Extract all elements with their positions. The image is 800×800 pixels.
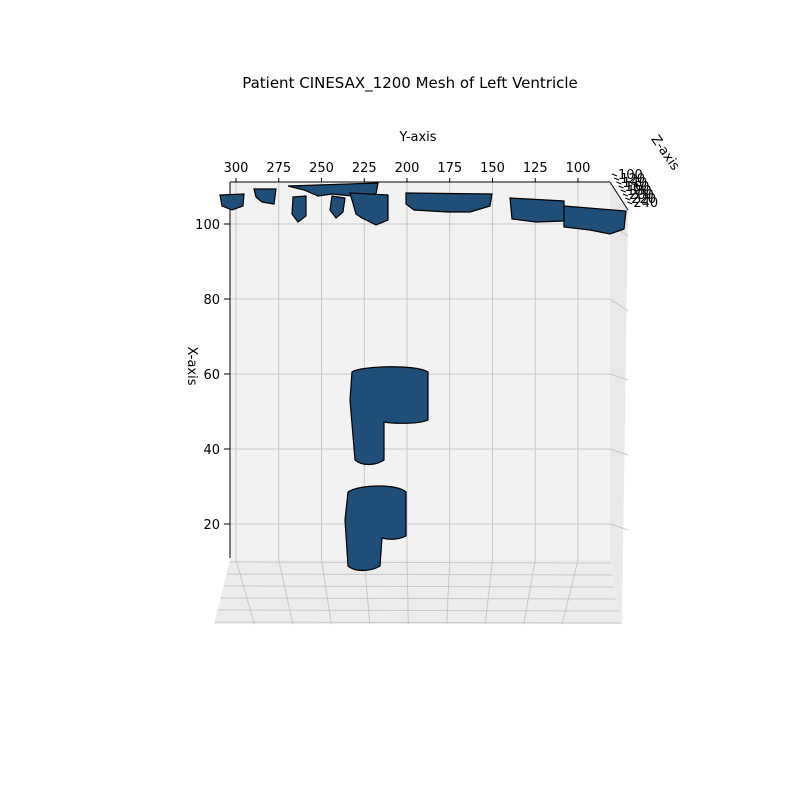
z-tick-mark-3: [618, 185, 624, 189]
z-tick-label-6: 220: [631, 192, 656, 207]
mesh-surface-top-6: [349, 192, 389, 226]
y-tick-label-5: 175: [437, 161, 462, 176]
z-axis-label: Z-axis: [647, 133, 682, 174]
mesh-surface-middle: [349, 366, 429, 466]
floor-grid-line-4: [406, 559, 409, 625]
z-tick-mark-2: [616, 181, 622, 185]
mesh-surface-top-2: [253, 188, 277, 205]
floor-grid-line-5: [446, 559, 451, 625]
mesh-surface-top-1: [219, 193, 245, 211]
mesh-surface-bottom: [344, 485, 407, 572]
y-tick-label-2: 250: [309, 161, 334, 176]
y-tick-label-4: 200: [395, 161, 420, 176]
z-tick-label-4: 180: [627, 184, 652, 199]
floor-depth-line-4: [217, 609, 619, 612]
side-grid-line-2: [609, 373, 629, 381]
z-tick-label-0: 100: [618, 168, 643, 183]
z-tick-mark-1: [614, 177, 620, 181]
side-pane: [610, 182, 628, 624]
y-tick-label-7: 125: [523, 161, 548, 176]
floor-grid-line-8: [561, 559, 579, 625]
x-tick-label-0: 20: [203, 518, 220, 533]
floor-depth-line-5: [214, 621, 622, 624]
x-axis-label: X-axis: [184, 347, 199, 386]
floor-grid-line-6: [484, 559, 493, 625]
floor-depth-line-0: [229, 561, 611, 564]
mesh-surface-top-5: [329, 195, 346, 219]
y-tick-label-0: 300: [224, 161, 249, 176]
mesh-surface-top-9: [563, 205, 627, 235]
z-tick-label-2: 140: [622, 176, 647, 191]
y-tick-label-3: 225: [352, 161, 377, 176]
floor-pane: [214, 560, 622, 624]
floor-depth-line-1: [226, 573, 613, 576]
z-tick-mark-7: [627, 201, 633, 205]
z-tick-label-7: 240: [633, 196, 658, 211]
floor-depth-line-2: [223, 585, 615, 588]
x-tick-label-3: 80: [203, 293, 220, 308]
floor-grid-line-2: [321, 559, 332, 625]
y-axis-ticks: 300 275 250 225 200 175 150 125 100: [224, 161, 591, 182]
chart-title: Patient CINESAX_1200 Mesh of Left Ventri…: [242, 74, 578, 93]
z-tick-mark-4: [620, 189, 626, 193]
y-tick-label-6: 150: [480, 161, 505, 176]
y-tick-label-8: 100: [566, 161, 591, 176]
floor-depth-line-3: [220, 597, 617, 600]
side-grid-line-0: [609, 523, 629, 531]
y-tick-label-1: 275: [266, 161, 291, 176]
side-grid-line-1: [609, 448, 629, 456]
mesh-surface-top-7: [405, 192, 493, 213]
grid-lines: [214, 182, 629, 625]
x-axis-ticks: 20 40 60 80 100: [195, 218, 230, 533]
floor-grid-line-1: [278, 559, 294, 625]
floor-grid-line-0: [235, 559, 255, 625]
floor-grid-line-7: [523, 559, 536, 625]
mesh-surface-top-3: [291, 195, 307, 223]
y-axis-label: Y-axis: [398, 130, 436, 145]
z-tick-mark-6: [625, 197, 631, 201]
x-tick-label-2: 60: [203, 368, 220, 383]
z-tick-mark-0: [611, 173, 618, 177]
mesh-surface-top-8: [509, 197, 565, 223]
mesh-surfaces: [219, 182, 627, 572]
x-tick-label-4: 100: [195, 218, 220, 233]
side-grid-line-3: [609, 298, 629, 312]
x-tick-label-1: 40: [203, 443, 220, 458]
z-tick-label-5: 200: [629, 188, 654, 203]
z-axis-line: [609, 181, 629, 211]
z-tick-label-3: 160: [625, 180, 650, 195]
z-tick-label-1: 120: [620, 172, 645, 187]
z-tick-mark-5: [622, 193, 629, 197]
